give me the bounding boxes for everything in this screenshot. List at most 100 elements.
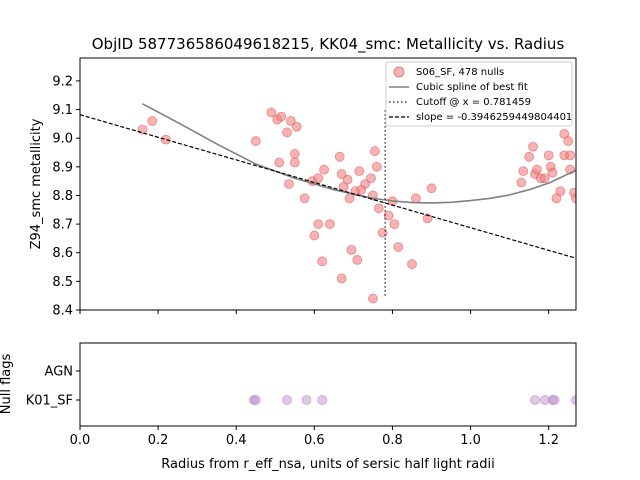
data-point	[354, 166, 365, 177]
data-point	[426, 183, 437, 194]
x-tick-label: 1.0	[460, 433, 481, 448]
y-tick-label: 8.6	[52, 246, 73, 261]
data-point	[539, 173, 550, 184]
main-scatter-points	[137, 107, 576, 304]
legend: S06_SF, 478 nulls Cubic spline of best f…	[385, 61, 573, 127]
null-flag-point	[530, 395, 540, 405]
legend-label-spline: Cubic spline of best fit	[416, 82, 528, 93]
data-point	[360, 179, 371, 189]
null-x-axis-ticks: 0.0 0.2 0.4 0.6 0.8 1.0 1.2	[70, 426, 559, 448]
category-label: K01_SF	[26, 394, 73, 409]
data-point	[410, 193, 421, 204]
y-tick-label: 9.0	[52, 132, 73, 147]
data-point	[317, 256, 328, 267]
data-point	[377, 227, 388, 238]
data-point	[334, 151, 345, 162]
null-flag-point	[250, 395, 261, 405]
data-point	[369, 146, 380, 156]
category-label: AGN	[45, 365, 73, 380]
main-x-axis-ticks	[79, 310, 550, 314]
x-tick-label: 0.6	[304, 433, 325, 448]
data-point	[266, 107, 277, 118]
data-point	[528, 141, 538, 152]
slope-fit-line	[80, 114, 576, 259]
data-point	[516, 177, 527, 188]
data-point	[407, 259, 417, 270]
data-point	[352, 254, 363, 265]
data-point	[161, 134, 171, 145]
data-point	[565, 150, 576, 161]
data-point	[282, 127, 292, 138]
data-point	[543, 150, 554, 161]
data-point	[313, 173, 324, 184]
data-point	[319, 164, 329, 175]
data-point	[366, 173, 376, 184]
y-tick-label: 8.9	[52, 160, 73, 175]
spline-line	[142, 103, 576, 204]
chart-title: ObjID 587736586049618215, KK04_smc: Meta…	[92, 35, 565, 54]
x-tick-label: 0.8	[382, 433, 403, 448]
data-point	[518, 166, 529, 177]
data-point	[274, 157, 285, 168]
legend-label-scatter: S06_SF, 478 nulls	[416, 67, 504, 78]
data-point	[346, 244, 357, 255]
x-tick-label: 0.0	[70, 433, 91, 448]
legend-label-cutoff: Cutoff @ x = 0.781459	[416, 97, 531, 108]
data-point	[276, 111, 287, 122]
x-tick-label: 0.2	[148, 433, 169, 448]
data-point	[147, 116, 158, 126]
y-tick-label: 8.7	[52, 218, 73, 233]
main-axes-frame	[79, 57, 577, 311]
data-point	[389, 219, 400, 229]
data-point	[532, 164, 542, 175]
data-point	[571, 193, 576, 204]
data-point	[563, 136, 574, 146]
null-flag-point	[282, 395, 292, 405]
main-fit-lines	[80, 103, 576, 296]
data-point	[291, 121, 302, 132]
null-flag-point	[549, 395, 560, 405]
y-tick-label: 9.2	[52, 74, 73, 89]
data-point	[368, 293, 378, 304]
data-point	[336, 169, 347, 179]
data-point	[299, 193, 310, 204]
data-point	[137, 124, 148, 135]
data-point	[342, 174, 353, 185]
legend-box	[385, 61, 573, 127]
y-tick-label: 8.4	[52, 304, 73, 319]
main-y-axis-label: Z94_smc metallicity	[29, 118, 44, 249]
main-y-axis-ticks: 8.4 8.5 8.6 8.7 8.8 8.9 9.0 9.1 9.2	[52, 74, 80, 319]
null-axes-frame	[79, 342, 577, 427]
legend-label-slope: slope = -0.3946259449804401	[416, 112, 572, 123]
null-flag-points	[248, 395, 576, 405]
null-flag-point	[571, 395, 576, 405]
null-y-axis-ticks: K01_SF AGN	[26, 365, 80, 409]
x-axis-label: Radius from r_eff_nsa, units of sersic h…	[161, 457, 494, 472]
data-point	[250, 136, 261, 146]
data-point	[285, 116, 296, 126]
null-flag-point	[301, 395, 312, 405]
y-tick-label: 8.5	[52, 275, 73, 290]
data-point	[371, 161, 382, 172]
data-point	[422, 213, 433, 224]
legend-marker-scatter	[393, 66, 405, 78]
data-point	[393, 242, 404, 252]
data-point	[524, 151, 535, 162]
x-tick-label: 0.4	[226, 433, 247, 448]
data-point	[373, 203, 384, 214]
y-tick-label: 9.1	[52, 103, 73, 118]
null-y-axis-label: Null flags	[0, 354, 14, 415]
data-point	[383, 210, 394, 221]
data-point	[336, 273, 347, 284]
y-tick-label: 8.8	[52, 189, 73, 204]
data-point	[309, 230, 320, 241]
null-flag-point	[317, 395, 328, 405]
data-point	[313, 219, 324, 229]
data-point	[289, 149, 300, 159]
data-point	[555, 186, 566, 197]
data-point	[325, 219, 335, 229]
data-point	[547, 167, 558, 178]
data-point	[284, 179, 294, 189]
x-tick-label: 1.2	[538, 433, 559, 448]
